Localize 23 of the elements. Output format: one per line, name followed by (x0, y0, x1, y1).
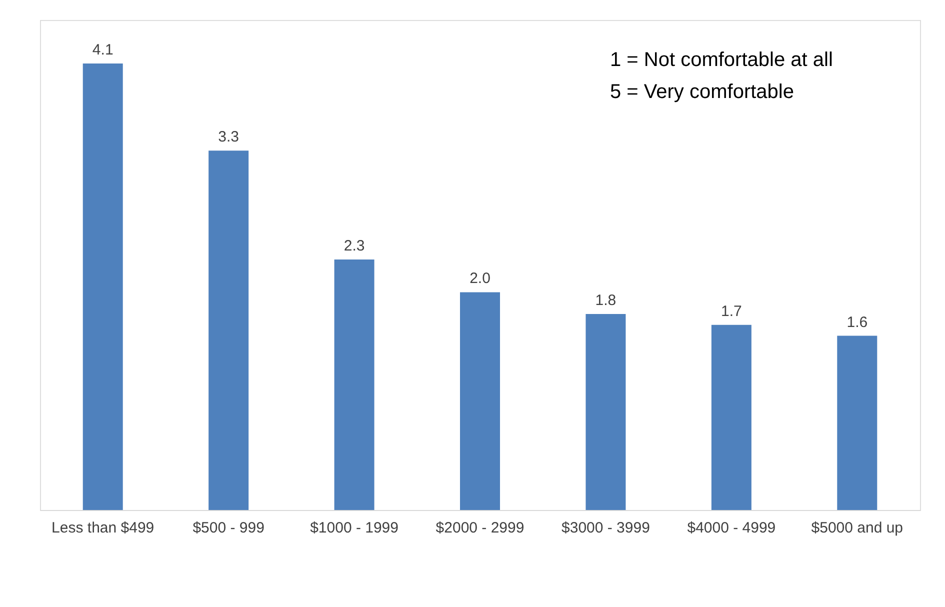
bar (460, 292, 500, 510)
annotation: 5 = Very comfortable (610, 81, 794, 103)
bar (208, 150, 249, 510)
x-tick-label: Less than $499 (52, 520, 154, 536)
data-label: 1.8 (595, 292, 616, 309)
x-tick-label: $3000 - 3999 (562, 520, 650, 536)
bar (82, 64, 123, 510)
bar (837, 336, 878, 510)
x-tick-label: $4000 - 4999 (687, 520, 776, 536)
bar (711, 324, 752, 510)
data-label: 3.3 (218, 128, 239, 146)
data-label: 2.3 (344, 238, 365, 255)
x-tick-label: $500 - 999 (192, 520, 264, 536)
bar (586, 314, 626, 510)
x-tick-label: $2000 - 2999 (436, 520, 524, 536)
x-tick-label: $5000 and up (811, 520, 904, 536)
data-label: 4.1 (92, 42, 114, 59)
x-tick-label: $1000 - 1999 (310, 520, 398, 536)
bar (334, 260, 374, 510)
data-label: 2.0 (470, 270, 490, 288)
data-label: 1.7 (721, 302, 742, 320)
data-label: 1.6 (846, 314, 868, 331)
annotation: 1 = Not comfortable at all (610, 49, 833, 71)
